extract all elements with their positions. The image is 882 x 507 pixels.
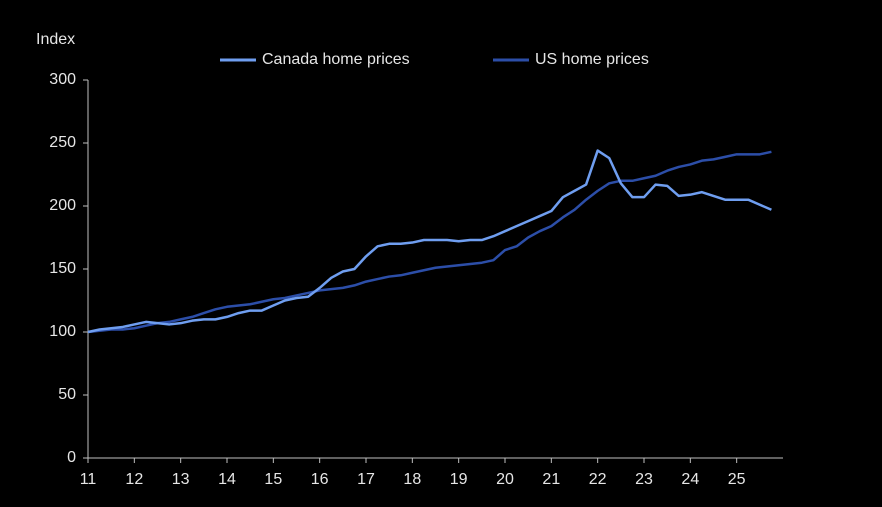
series-line [87, 150, 772, 334]
y-tick-label: 0 [67, 449, 76, 466]
y-tick-label: 250 [49, 134, 76, 151]
x-tick-label: 24 [681, 471, 699, 488]
y-tick-label: 150 [49, 260, 76, 277]
x-tick-label: 17 [357, 471, 375, 488]
y-tick-label: 50 [58, 386, 76, 403]
x-tick-label: 23 [635, 471, 653, 488]
x-tick-label: 14 [218, 471, 236, 488]
x-tick-label: 21 [542, 471, 560, 488]
x-tick-label: 19 [450, 471, 468, 488]
x-tick-label: 20 [496, 471, 514, 488]
x-tick-label: 11 [80, 471, 97, 488]
x-tick-label: 25 [728, 471, 746, 488]
y-tick-label: 200 [49, 197, 76, 214]
y-tick-label: 300 [49, 71, 76, 88]
series-line [87, 149, 772, 334]
x-tick-label: 16 [311, 471, 329, 488]
legend-label: Canada home prices [262, 51, 410, 68]
x-tick-label: 18 [403, 471, 421, 488]
y-tick-label: 100 [49, 323, 76, 340]
x-tick-label: 13 [172, 471, 190, 488]
x-tick-label: 22 [589, 471, 607, 488]
y-axis-label: Index [36, 31, 75, 48]
x-tick-label: 15 [264, 471, 282, 488]
legend-label: US home prices [535, 51, 649, 68]
x-tick-label: 12 [125, 471, 143, 488]
